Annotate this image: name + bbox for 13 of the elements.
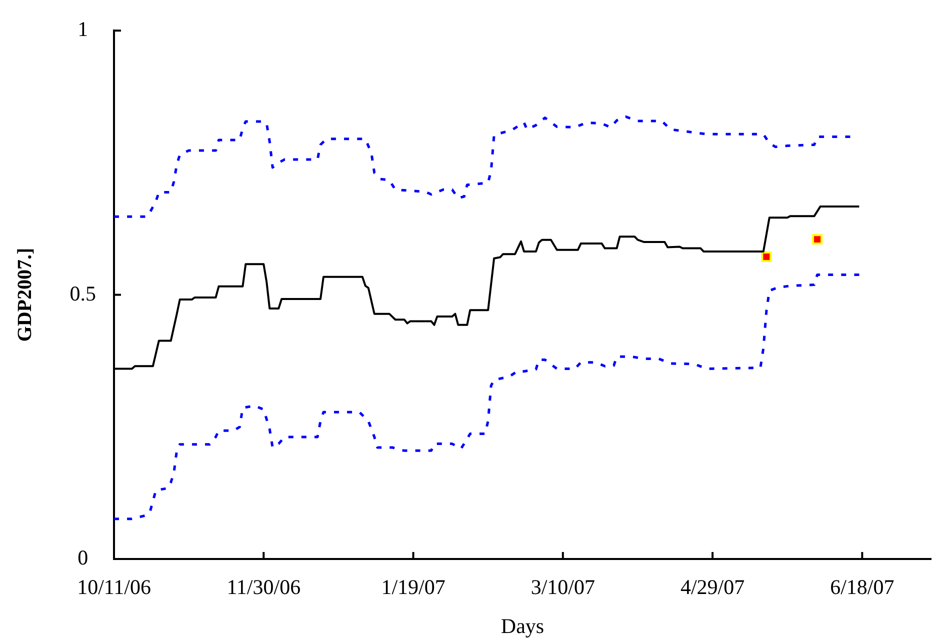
x-axis-title: Days [500,614,544,638]
y-tick-label: 0 [78,546,88,570]
x-tick-label: 1/19/07 [381,575,446,600]
y-tick-label: 0.5 [70,281,96,306]
x-tick-label: 10/11/06 [77,575,151,600]
line-series [114,115,852,218]
x-tick-label: 3/10/07 [530,575,595,600]
line-series [114,273,860,520]
y-tick-label: 1 [78,17,88,42]
y-axis-title: GDP2007.] [14,248,36,342]
x-tick-label: 4/29/07 [680,575,745,600]
x-tick-label: 6/18/07 [830,575,894,600]
x-tick-label: 11/30/06 [226,575,301,600]
